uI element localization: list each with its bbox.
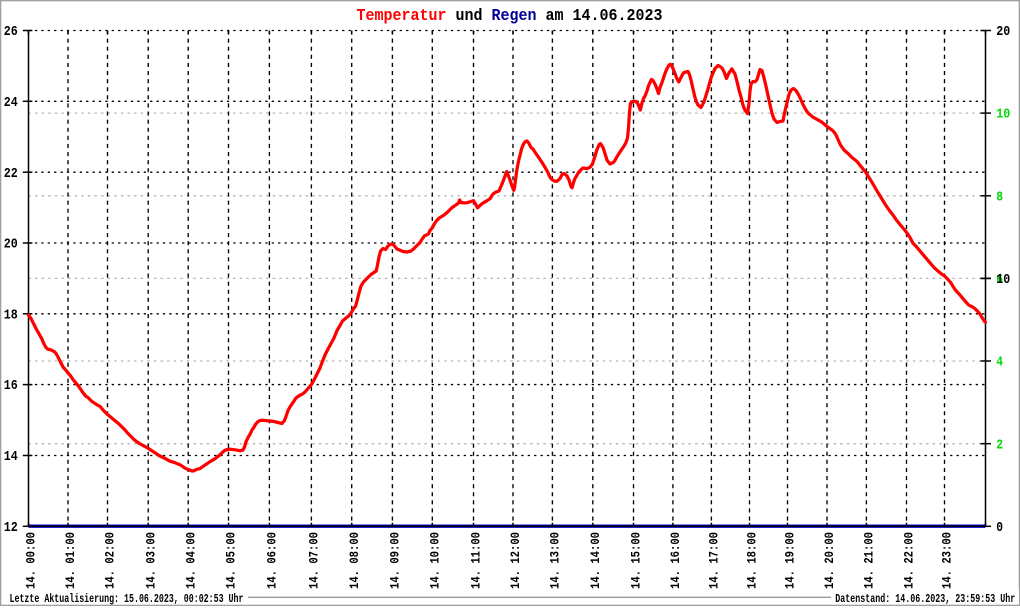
svg-text:14. 18:00: 14. 18:00 — [745, 532, 760, 589]
svg-text:14. 07:00: 14. 07:00 — [307, 532, 322, 589]
svg-text:2: 2 — [996, 438, 1003, 453]
svg-text:14. 08:00: 14. 08:00 — [347, 532, 362, 589]
svg-text:14. 05:00: 14. 05:00 — [224, 532, 239, 589]
svg-text:10: 10 — [996, 108, 1010, 123]
svg-text:14. 09:00: 14. 09:00 — [388, 532, 403, 589]
svg-text:Datenstand: 14.06.2023, 23:59:: Datenstand: 14.06.2023, 23:59:53 Uhr — [835, 593, 1015, 606]
svg-text:14. 15:00: 14. 15:00 — [629, 532, 644, 589]
svg-text:4: 4 — [996, 356, 1003, 371]
svg-text:8: 8 — [996, 190, 1003, 205]
svg-text:12: 12 — [4, 521, 18, 536]
svg-text:14. 16:00: 14. 16:00 — [668, 532, 683, 589]
svg-text:16: 16 — [4, 379, 18, 394]
svg-text:14. 10:00: 14. 10:00 — [428, 532, 443, 589]
svg-text:14. 03:00: 14. 03:00 — [143, 532, 158, 589]
svg-text:14. 01:00: 14. 01:00 — [63, 532, 78, 589]
svg-text:14. 02:00: 14. 02:00 — [103, 532, 118, 589]
svg-text:14. 14:00: 14. 14:00 — [588, 532, 603, 589]
svg-text:18: 18 — [4, 308, 18, 323]
svg-text:14: 14 — [4, 450, 18, 465]
svg-text:14. 20:00: 14. 20:00 — [822, 532, 837, 589]
svg-text:6: 6 — [996, 273, 1003, 288]
svg-text:14. 04:00: 14. 04:00 — [183, 532, 198, 589]
svg-text:14. 22:00: 14. 22:00 — [902, 532, 917, 589]
svg-text:14. 12:00: 14. 12:00 — [508, 532, 523, 589]
svg-text:14. 17:00: 14. 17:00 — [707, 532, 722, 589]
svg-text:14. 00:00: 14. 00:00 — [24, 532, 39, 589]
svg-text:14. 21:00: 14. 21:00 — [862, 532, 877, 589]
svg-text:Letzte Aktualisierung: 15.06.2: Letzte Aktualisierung: 15.06.2023, 00:02… — [10, 593, 244, 606]
svg-text:20: 20 — [996, 25, 1010, 40]
svg-text:26: 26 — [4, 25, 18, 40]
svg-text:14. 23:00: 14. 23:00 — [940, 532, 955, 589]
svg-text:22: 22 — [4, 167, 18, 182]
svg-text:10: 10 — [996, 273, 1010, 288]
svg-text:14. 06:00: 14. 06:00 — [265, 532, 280, 589]
svg-text:Temperatur und Regen am 14.06.: Temperatur und Regen am 14.06.2023 — [357, 7, 663, 26]
svg-text:0: 0 — [996, 521, 1003, 536]
svg-text:14. 13:00: 14. 13:00 — [548, 532, 563, 589]
svg-text:14. 19:00: 14. 19:00 — [783, 532, 798, 589]
svg-text:24: 24 — [4, 96, 18, 111]
svg-text:14. 11:00: 14. 11:00 — [469, 532, 484, 589]
svg-text:20: 20 — [4, 238, 18, 253]
